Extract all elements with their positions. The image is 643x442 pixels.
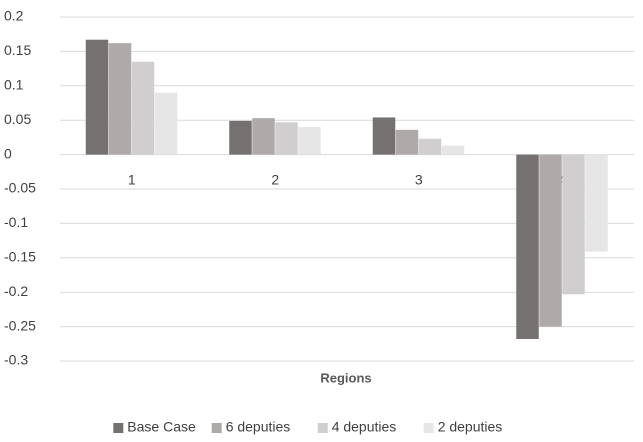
bar bbox=[298, 127, 321, 155]
bar bbox=[154, 92, 178, 155]
legend-swatch bbox=[423, 423, 434, 433]
bar bbox=[131, 61, 155, 155]
bar bbox=[562, 154, 585, 295]
x-axis-title: Regions bbox=[320, 370, 371, 385]
legend-label: Base Case bbox=[127, 419, 196, 435]
y-tick-label: -0.25 bbox=[4, 317, 36, 333]
x-tick-label: 1 bbox=[128, 171, 136, 187]
legend-swatch bbox=[211, 423, 222, 433]
bar bbox=[441, 145, 465, 155]
bar bbox=[372, 117, 396, 155]
y-tick-label: 0.15 bbox=[4, 42, 31, 58]
bar bbox=[516, 154, 539, 339]
x-tick-label: 2 bbox=[271, 171, 279, 187]
legend-label: 6 deputies bbox=[226, 419, 291, 435]
y-tick-label: -0.2 bbox=[4, 283, 28, 299]
legend-label: 2 deputies bbox=[438, 419, 503, 435]
bar bbox=[252, 118, 275, 155]
bar bbox=[395, 129, 419, 155]
y-tick-label: -0.1 bbox=[4, 214, 28, 230]
bar bbox=[275, 122, 298, 155]
bar bbox=[585, 154, 608, 252]
y-tick-label: 0.05 bbox=[4, 111, 31, 127]
y-tick-label: -0.3 bbox=[4, 352, 28, 368]
bar bbox=[539, 154, 562, 327]
y-tick-label: 0 bbox=[4, 145, 12, 161]
y-tick-label: 0.2 bbox=[4, 8, 24, 24]
bar bbox=[418, 138, 442, 155]
y-tick-label: -0.05 bbox=[4, 180, 36, 196]
y-tick-label: -0.15 bbox=[4, 249, 36, 265]
x-tick-label: 3 bbox=[415, 171, 423, 187]
legend-swatch bbox=[113, 423, 124, 433]
legend-label: 4 deputies bbox=[332, 419, 397, 435]
y-tick-label: 0.1 bbox=[4, 77, 24, 93]
bar bbox=[85, 39, 109, 155]
bar bbox=[108, 43, 132, 155]
legend-swatch bbox=[317, 423, 328, 433]
bar bbox=[229, 120, 252, 155]
